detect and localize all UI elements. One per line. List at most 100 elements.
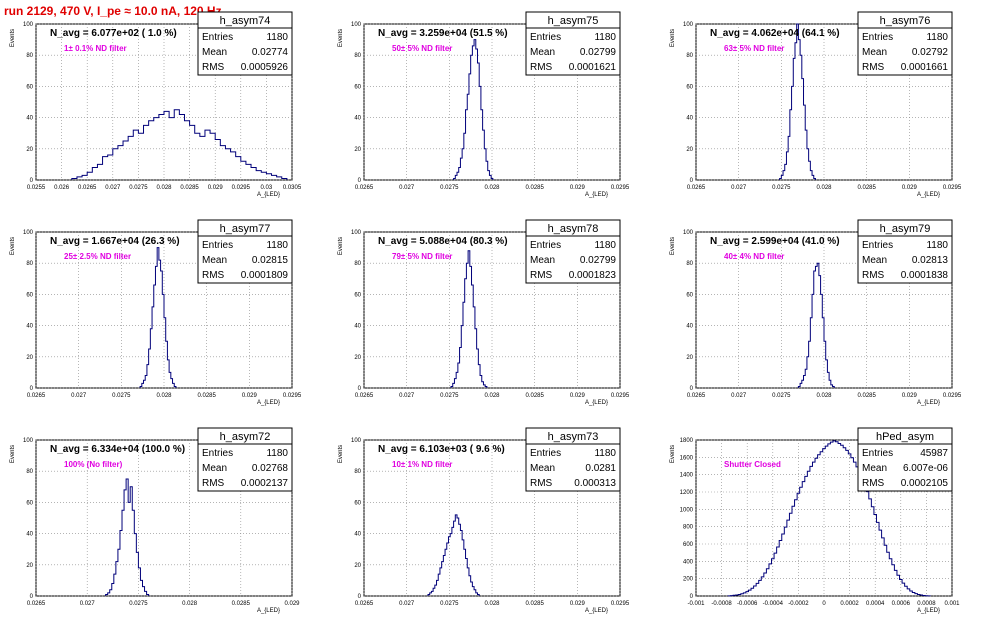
histogram-bin: [812, 294, 814, 388]
histogram-bin: [454, 379, 456, 388]
y-tick-label: 0: [30, 178, 34, 184]
stats-value: 1180: [266, 448, 288, 459]
histogram-bin: [466, 110, 468, 180]
headline-text: N_avg = 5.088e+04 (80.3 %): [378, 236, 508, 247]
x-axis-label: A_{LED}: [585, 400, 608, 406]
histogram-bin: [790, 110, 792, 180]
y-tick-label: 80: [26, 261, 33, 267]
histogram-bin: [466, 559, 468, 596]
histogram-bin: [829, 380, 831, 388]
x-tick-label: 0.028: [484, 601, 500, 607]
x-tick-label: 0.001: [944, 601, 960, 607]
histogram-bin: [123, 141, 128, 180]
y-tick-label: 1000: [680, 507, 694, 513]
stats-box: [857, 427, 953, 492]
histogram-bin: [800, 383, 802, 388]
histogram-bin: [467, 94, 469, 180]
histogram-bin: [812, 175, 814, 180]
histogram-bin: [220, 146, 225, 180]
histogram-bin: [884, 545, 887, 596]
histogram-bin: [915, 594, 918, 596]
histogram-bin: [887, 552, 890, 596]
y-tick-label: 20: [26, 147, 33, 153]
histogram-bin: [190, 125, 195, 180]
y-tick-label: 800: [683, 525, 694, 531]
histogram-bin: [485, 386, 487, 388]
histogram-bin: [831, 385, 833, 388]
y-tick-label: 20: [354, 355, 361, 361]
histogram-bin: [912, 593, 915, 596]
histogram-bin: [479, 86, 481, 180]
histogram-bin: [874, 515, 877, 596]
x-tick-label: 0.0275: [440, 185, 459, 191]
histogram-bin: [797, 493, 800, 596]
y-tick-label: 60: [26, 292, 33, 298]
y-tick-label: 600: [683, 542, 694, 548]
histogram-bin: [459, 168, 461, 180]
histogram-bin: [460, 158, 462, 180]
histogram-line: [105, 478, 150, 596]
histogram-bin: [825, 446, 828, 596]
note-text: 63± 5% ND filter: [724, 44, 784, 53]
histogram-bin: [448, 537, 450, 596]
histogram-bin: [159, 114, 164, 180]
histogram-bin: [450, 534, 452, 596]
stats-key: Entries: [862, 240, 893, 251]
histogram-bin: [430, 593, 432, 596]
x-axis-label: A_{LED}: [917, 608, 940, 614]
x-tick-label: 0.0265: [355, 601, 374, 607]
y-tick-label: 0: [690, 386, 694, 392]
histogram-bin: [782, 534, 785, 596]
histogram-bin: [800, 487, 803, 596]
x-tick-label: 0.028: [484, 393, 500, 399]
histogram-bin: [455, 515, 457, 596]
headline-text: N_avg = 6.103e+03 ( 9.6 %): [378, 444, 505, 455]
histogram-bin: [746, 592, 749, 596]
x-tick-label: 0.028: [156, 185, 172, 191]
x-tick-label: 0.0265: [355, 393, 374, 399]
x-axis-label: A_{LED}: [917, 400, 940, 406]
histogram-bin: [241, 161, 246, 180]
y-tick-label: 200: [683, 577, 694, 583]
histogram-bin: [114, 574, 116, 596]
y-tick-label: 40: [26, 116, 33, 122]
histogram-bin: [184, 121, 189, 180]
histogram-bin: [892, 565, 895, 596]
histogram-bin: [110, 590, 112, 596]
histogram-bin: [118, 146, 123, 180]
histogram-bin: [475, 329, 477, 388]
histogram-bin: [147, 594, 149, 596]
stats-value: 0.000313: [574, 478, 616, 489]
histogram-bin: [920, 595, 923, 596]
stats-key: RMS: [530, 270, 553, 281]
stats-title: h_asym74: [220, 15, 271, 27]
stats-title: h_asym76: [880, 15, 931, 27]
histogram-bin: [246, 164, 251, 180]
histogram-bin: [140, 386, 142, 388]
y-axis-label: Events: [670, 237, 676, 255]
x-tick-label: 0.0295: [943, 185, 962, 191]
x-tick-label: 0.027: [399, 185, 415, 191]
stats-key: Mean: [202, 255, 227, 266]
x-axis-label: A_{LED}: [257, 192, 280, 198]
x-tick-label: 0.029: [570, 393, 586, 399]
y-tick-label: 0: [30, 594, 34, 600]
histogram-bin: [171, 379, 173, 388]
stats-value: 45987: [920, 448, 948, 459]
histogram-bin: [809, 341, 811, 388]
histogram-bin: [788, 136, 790, 180]
histogram-bin: [804, 376, 806, 388]
stats-value: 0.0001621: [569, 62, 617, 73]
histogram-bin: [848, 454, 851, 596]
histogram-bin: [459, 524, 461, 596]
x-tick-label: 0.0295: [611, 185, 630, 191]
y-tick-label: 100: [23, 230, 34, 236]
x-tick-label: 0.026: [54, 185, 70, 191]
stats-value: 0.02799: [580, 47, 617, 58]
x-tick-label: 0.0285: [525, 393, 544, 399]
histogram-panel-h_asym74: 0.0255 0.026 0.0265 0.027 0.0275 0.028 0.0285 0…: [10, 11, 302, 198]
stats-box: [857, 11, 953, 76]
stats-key: Entries: [862, 448, 893, 459]
histogram-bin: [826, 360, 828, 388]
histogram-bin: [138, 568, 140, 596]
